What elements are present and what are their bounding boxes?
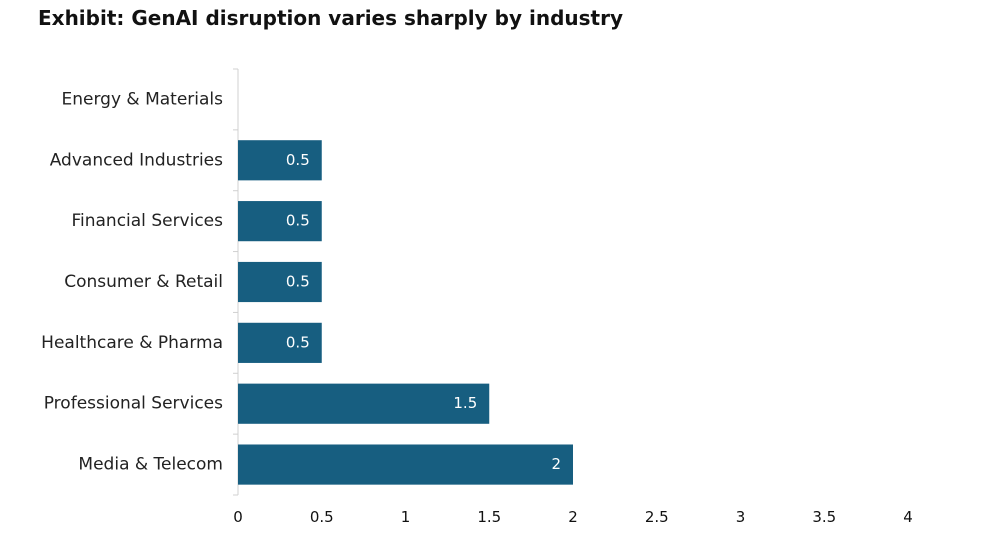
category-label: Advanced Industries [50,150,223,170]
bar [238,444,573,485]
x-tick-label: 4 [903,508,913,526]
x-tick-label: 3 [736,508,746,526]
x-tick-label: 1.5 [477,508,501,526]
chart-title: Exhibit: GenAI disruption varies sharply… [38,6,623,30]
x-tick-label: 3.5 [812,508,836,526]
data-label: 0.5 [286,333,310,351]
category-label: Media & Telecom [78,455,223,475]
category-label: Energy & Materials [62,89,224,109]
bar [238,140,322,181]
category-label: Financial Services [71,211,223,231]
x-tick-label: 0 [233,508,243,526]
x-tick-label: 2.5 [645,508,669,526]
bar [238,201,322,242]
bar [238,322,322,363]
data-label: 1.5 [453,394,477,412]
data-label: 0.5 [286,273,310,291]
data-label: 2 [551,455,561,473]
x-tick-label: 0.5 [310,508,334,526]
category-label: Healthcare & Pharma [41,333,223,353]
bar [238,383,490,424]
category-label: Professional Services [44,394,223,414]
data-label: 0.5 [286,212,310,230]
x-tick-label: 1 [401,508,411,526]
data-label: 0.5 [286,151,310,169]
x-tick-label: 2 [568,508,578,526]
category-label: Consumer & Retail [64,272,223,292]
bar [238,261,322,303]
